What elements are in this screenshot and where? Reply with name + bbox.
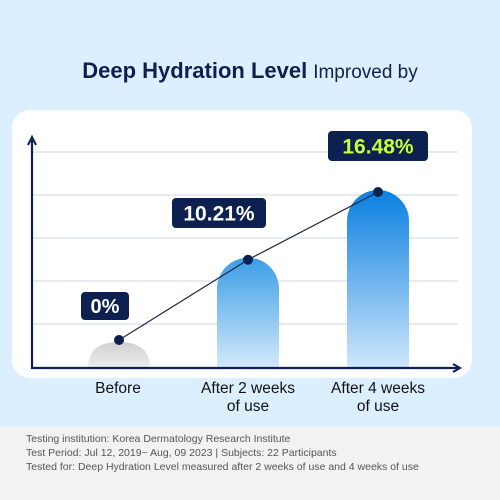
category-label-line: After 4 weeks [331, 380, 425, 397]
chart-title: Deep Hydration Level Improved by [0, 58, 500, 84]
bar-0 [88, 342, 150, 368]
category-label-line: of use [226, 398, 270, 415]
trend-point-2 [373, 187, 383, 198]
category-label-line: of use [356, 398, 400, 415]
footer-institution: Testing institution: Korea Dermatology R… [26, 433, 291, 445]
data-label-box [172, 198, 266, 228]
data-label-1: 10.21% [172, 198, 266, 228]
axis-lines [30, 140, 458, 370]
data-label-text: 10.21% [183, 203, 255, 226]
trend-point-0 [114, 335, 124, 345]
x-axis-arrow [452, 363, 463, 373]
bar-2 [347, 190, 409, 368]
y-axis-arrow [27, 134, 37, 146]
data-label-box [81, 292, 129, 320]
category-label-before: Before [68, 380, 168, 398]
footer-notes: Testing institution: Korea Dermatology R… [0, 427, 500, 500]
title-light: Improved by [313, 62, 418, 83]
axes [27, 134, 463, 373]
data-label-text: 0% [91, 296, 120, 318]
bar-1 [217, 257, 279, 368]
data-label-text: 16.48% [342, 136, 414, 159]
footer-test-period: Test Period: Jul 12, 2019~ Aug, 09 2023 … [26, 447, 337, 459]
category-label-line: Before [95, 380, 141, 397]
category-label-4-weeks: After 4 weeks of use [313, 380, 443, 416]
category-label-2-weeks: After 2 weeks of use [183, 380, 313, 416]
data-label-box [328, 131, 428, 161]
trend-point-1 [243, 254, 253, 265]
title-strong: Deep Hydration Level [82, 58, 308, 83]
footer-tested-for: Tested for: Deep Hydration Level measure… [26, 461, 419, 473]
category-label-line: After 2 weeks [201, 380, 295, 397]
data-label-0: 0% [81, 292, 129, 320]
bars [88, 190, 409, 368]
data-label-2: 16.48% [328, 131, 428, 161]
trend [114, 187, 383, 345]
data-labels: 0% 10.21% 16.48% [81, 131, 428, 320]
